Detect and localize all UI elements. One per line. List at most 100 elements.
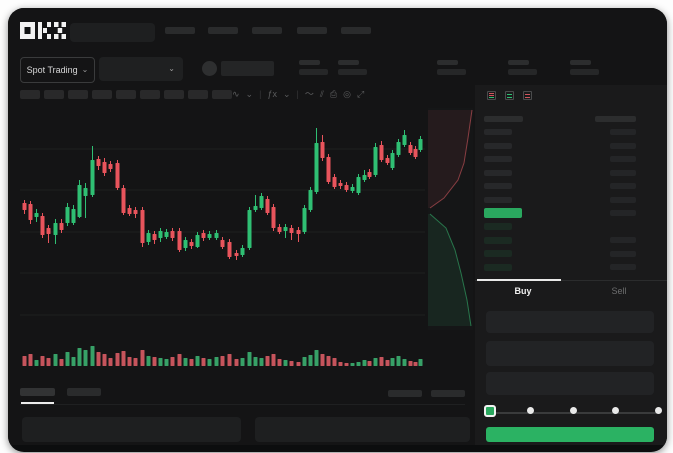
tabs-divider (475, 280, 667, 281)
timeframe-button[interactable] (116, 90, 136, 99)
stat-block (570, 60, 600, 76)
amount-placeholder (610, 142, 636, 149)
chevron-down-icon[interactable]: ⌄ (282, 89, 291, 99)
price-placeholder (484, 169, 512, 176)
settings-icon[interactable]: ◎ (343, 89, 351, 99)
tab-buy[interactable]: Buy (514, 286, 532, 296)
timeframe-button[interactable] (92, 90, 112, 99)
market-type-selector[interactable]: Spot Trading ⌄ (20, 57, 95, 83)
ask-row[interactable] (484, 193, 636, 207)
buy-button[interactable] (486, 427, 654, 442)
divider: | (259, 89, 262, 99)
fullscreen-icon[interactable]: ⤢ (356, 89, 365, 99)
amount-placeholder (610, 156, 636, 163)
candlestick-chart[interactable] (20, 108, 425, 335)
price-placeholder (484, 129, 512, 136)
bottom-tab-active[interactable] (20, 388, 55, 396)
order-book-panel: Buy Sell (475, 85, 667, 445)
divider: | (296, 89, 299, 99)
chevron-down-icon: ⌄ (168, 64, 175, 73)
ask-row[interactable] (484, 166, 636, 180)
amount-slider-handle[interactable] (484, 405, 496, 417)
amount-placeholder (610, 183, 636, 190)
active-tab-indicator (477, 279, 561, 281)
slider-stop-25[interactable] (527, 407, 534, 414)
timeframe-button[interactable] (20, 90, 40, 99)
ask-row[interactable] (484, 153, 636, 167)
pair-selector[interactable]: ⌄ (99, 57, 183, 81)
amount-placeholder (610, 250, 636, 257)
bid-row[interactable] (484, 234, 636, 248)
stat-block (338, 60, 368, 76)
bottom-tab-underline (21, 402, 54, 404)
amount-placeholder (610, 169, 636, 176)
timeframe-button[interactable] (212, 90, 232, 99)
bottom-action[interactable] (431, 390, 465, 397)
chevron-down-icon: ⌄ (81, 65, 89, 74)
timeframe-button[interactable] (164, 90, 184, 99)
price-input[interactable] (486, 311, 654, 333)
slider-stop-100[interactable] (654, 407, 662, 414)
timeframe-button[interactable] (188, 90, 208, 99)
bid-row[interactable] (484, 247, 636, 261)
order-book (484, 112, 636, 274)
nav-item[interactable] (208, 27, 238, 34)
price-placeholder (484, 208, 522, 219)
price-placeholder (484, 142, 512, 149)
nav-item[interactable] (297, 27, 327, 34)
app-window: Spot Trading ⌄ ⌄ ∿ ⌄ | ƒx ⌄ | 〜 ⫽ ⎙ ◎ ⤢ (8, 8, 667, 452)
market-type-label: Spot Trading (26, 65, 78, 75)
amount-placeholder (595, 115, 636, 122)
bottom-divider (20, 404, 465, 405)
orderbook-sells-icon[interactable] (523, 91, 532, 100)
bottom-action[interactable] (388, 390, 422, 397)
orderbook-view-toggles (487, 91, 532, 100)
ask-row[interactable] (484, 139, 636, 153)
timeframe-button[interactable] (140, 90, 160, 99)
indicators-icon[interactable]: ƒx (267, 89, 277, 99)
stat-block (299, 60, 329, 76)
bottom-tab[interactable] (67, 388, 101, 396)
bid-row[interactable] (484, 261, 636, 275)
slider-stop-50[interactable] (569, 407, 577, 414)
search-input[interactable] (70, 23, 155, 42)
tab-sell[interactable]: Sell (611, 286, 627, 296)
pair-title-placeholder (221, 61, 274, 76)
ask-row[interactable] (484, 180, 636, 194)
camera-icon[interactable]: ⎙ (329, 89, 338, 99)
amount-placeholder (610, 237, 636, 244)
total-input[interactable] (486, 372, 654, 395)
price-placeholder (484, 263, 512, 271)
stat-block (437, 60, 467, 76)
last-price-row[interactable] (484, 207, 636, 221)
price-placeholder (484, 156, 512, 163)
main-background: Spot Trading ⌄ ⌄ ∿ ⌄ | ƒx ⌄ | 〜 ⫽ ⎙ ◎ ⤢ (8, 8, 667, 445)
price-placeholder (484, 115, 523, 122)
okx-logo (20, 22, 66, 39)
volume-bars (22, 346, 423, 366)
bid-row[interactable] (484, 220, 636, 234)
orderbook-buys-icon[interactable] (505, 91, 514, 100)
nav-item[interactable] (341, 27, 371, 34)
price-placeholder (484, 196, 512, 203)
line-tool-icon[interactable]: 〜 (304, 89, 314, 99)
price-placeholder (484, 250, 512, 258)
nav-item[interactable] (252, 27, 282, 34)
draw-tool-icon[interactable]: ⫽ (319, 89, 324, 99)
avatar[interactable] (202, 61, 217, 76)
price-placeholder (484, 183, 512, 190)
candle-style-icon[interactable]: ∿ (232, 89, 240, 99)
orderbook-split-icon[interactable] (487, 91, 496, 100)
price-placeholder (484, 236, 512, 244)
orders-placeholder-box (255, 417, 470, 442)
timeframe-button[interactable] (68, 90, 88, 99)
orders-placeholder-box (22, 417, 241, 442)
slider-stop-75[interactable] (612, 407, 619, 414)
amount-input[interactable] (486, 341, 654, 366)
chevron-down-icon[interactable]: ⌄ (245, 89, 254, 99)
amount-placeholder (610, 210, 636, 217)
timeframe-button[interactable] (44, 90, 64, 99)
ask-row[interactable] (484, 126, 636, 140)
nav-item[interactable] (165, 27, 195, 34)
